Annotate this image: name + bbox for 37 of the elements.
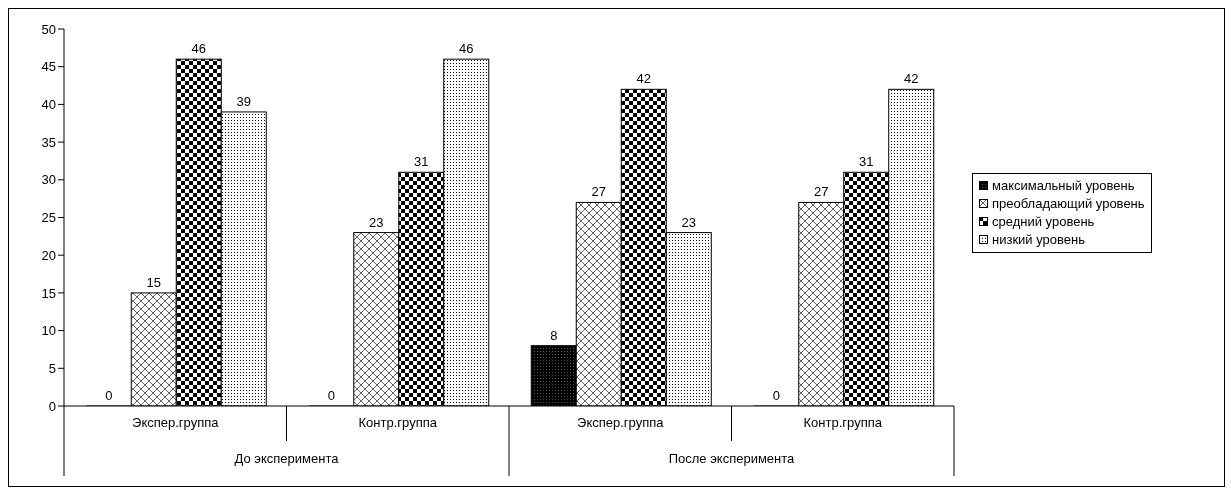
data-label: 8 [550,327,558,343]
data-label: 23 [369,214,384,230]
data-label: 42 [904,71,919,87]
x-tick-label: Контр.группа [358,415,438,431]
y-tick-label: 35 [41,134,56,150]
y-tick-label: 10 [41,323,56,339]
data-label: 46 [191,41,206,57]
y-tick-label: 25 [41,210,56,226]
y-tick-label: 5 [48,360,56,376]
data-label: 0 [327,388,335,403]
data-label: 23 [681,214,696,230]
y-tick-label: 40 [41,97,56,113]
legend-label: средний уровень [992,212,1095,231]
data-label: 39 [236,93,251,109]
y-tick-label: 20 [41,247,56,263]
data-label: 27 [814,184,829,200]
y-tick-label: 15 [41,285,56,301]
data-label: 31 [414,154,429,170]
x-tick-label: Контр.группа [803,415,883,431]
legend-label: преобладающий уровень [992,194,1145,213]
data-label: 31 [859,154,874,170]
data-label: 0 [105,388,113,403]
y-tick-label: 45 [41,59,56,75]
data-label: 27 [591,184,606,200]
legend-label: максимальный уровень [992,176,1135,195]
data-label: 46 [459,41,474,57]
data-label: 42 [636,71,651,87]
y-tick-label: 30 [41,172,56,188]
text: До эксперимента [233,451,340,466]
data-label: 0 [772,388,780,403]
y-tick-label: 0 [48,398,56,414]
legend-label: низкий уровень [992,230,1085,249]
x-tick-label: Экспер.группа [577,415,665,431]
text: После эксперимента [667,451,796,466]
x-tick-label: Экспер.группа [132,415,220,431]
data-label: 15 [146,274,161,290]
y-tick-label: 50 [41,21,56,37]
